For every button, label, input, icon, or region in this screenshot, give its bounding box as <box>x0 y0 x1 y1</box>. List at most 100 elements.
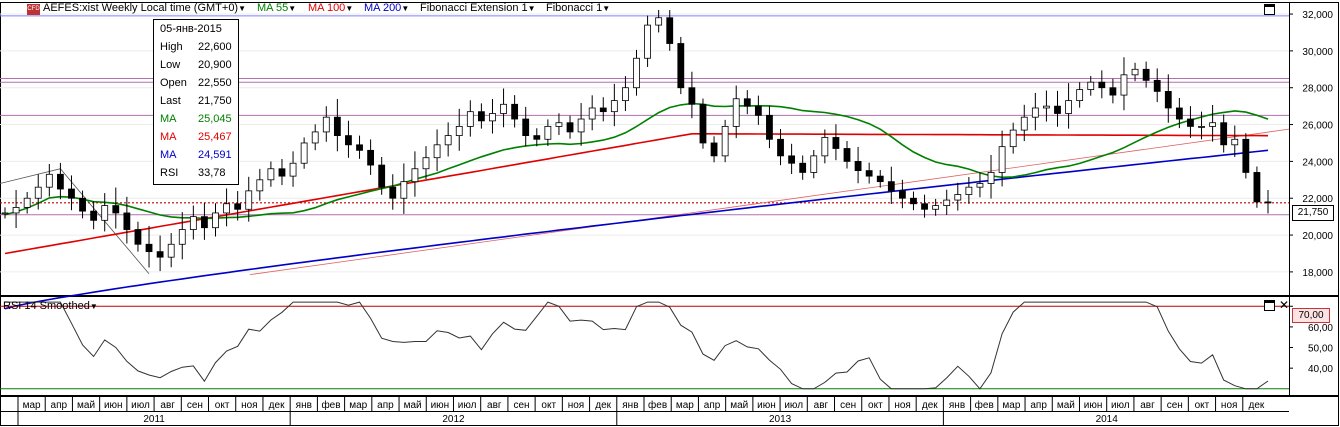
rsi-panel-title[interactable]: RSI 14 Smoothed▼ <box>3 300 98 312</box>
month-label: май <box>730 400 748 411</box>
info-row-high: High 22,600 <box>160 41 232 53</box>
candle-body <box>201 216 208 229</box>
maximize-rsi-panel-button[interactable] <box>1264 300 1275 311</box>
candle-body <box>333 116 341 137</box>
ma55-menu[interactable]: MA 55▼ <box>257 2 297 14</box>
candle-body <box>267 168 275 181</box>
candle-body <box>932 205 940 210</box>
candle-body <box>455 125 463 137</box>
price-tick-label: 24,000 <box>1302 157 1333 168</box>
candle-body <box>367 149 375 166</box>
candle-body <box>865 170 873 177</box>
candle-body <box>588 107 596 120</box>
month-label: сен <box>187 400 203 411</box>
candle-body <box>68 188 75 199</box>
month-label: июн <box>1084 400 1103 411</box>
candle-body <box>533 135 541 140</box>
month-label: окт <box>1195 400 1210 411</box>
month-label: дек <box>595 400 611 411</box>
month-label: ноя <box>1221 400 1238 411</box>
candle-body <box>311 131 319 144</box>
month-label: фев <box>648 399 667 411</box>
price-tick-label: 28,000 <box>1302 84 1333 95</box>
candle-body <box>466 111 474 127</box>
candle-body <box>1009 129 1017 148</box>
candle-body <box>1253 172 1261 203</box>
candle-body <box>1175 107 1183 120</box>
month-label: авг <box>487 400 502 411</box>
price-tick-label: 26,000 <box>1302 121 1333 132</box>
ma100-menu[interactable]: MA 100▼ <box>308 2 354 14</box>
candle-body <box>422 157 430 170</box>
candle-body <box>921 203 928 210</box>
candle-body <box>378 164 386 188</box>
candle-body <box>876 175 884 183</box>
candle-body <box>145 243 153 253</box>
candle-body <box>212 212 219 229</box>
candle-body <box>1065 100 1072 114</box>
maximize-price-panel-button[interactable] <box>1264 4 1275 15</box>
candle-body <box>1231 138 1239 146</box>
month-label: ноя <box>568 400 585 411</box>
fibonacci-menu[interactable]: Fibonacci 1▼ <box>546 2 611 14</box>
close-rsi-panel-icon[interactable]: ✕ <box>1279 298 1290 312</box>
candle-body <box>356 144 363 151</box>
candle-body <box>278 168 286 177</box>
last-price-tag: 21,750 <box>1292 205 1334 221</box>
candle-body <box>489 113 496 122</box>
candle-body <box>1220 122 1228 146</box>
candle-body <box>300 142 308 164</box>
month-label: июл <box>458 400 477 411</box>
month-label: апр <box>51 400 68 411</box>
candle-body <box>976 183 984 188</box>
candle-body <box>677 43 685 89</box>
candle-body <box>987 172 995 184</box>
month-label: сен <box>1167 400 1183 411</box>
candle-body <box>477 111 485 122</box>
month-label: июл <box>784 400 803 411</box>
candle-body <box>1 212 9 215</box>
year-label: 2013 <box>769 414 792 425</box>
rsi-tick-label: 40,00 <box>1308 364 1333 375</box>
month-label: дек <box>922 400 938 411</box>
candle-body <box>821 137 829 157</box>
candle-body <box>223 203 230 214</box>
month-label: мар <box>676 400 694 411</box>
candle-body <box>56 173 64 190</box>
price-tick-label: 20,000 <box>1302 231 1333 242</box>
month-label: авг <box>814 400 829 411</box>
candle-body <box>599 107 607 113</box>
candle-body <box>389 186 397 199</box>
month-label: мар <box>23 400 41 411</box>
candle-body <box>1209 122 1217 127</box>
month-label: фев <box>975 399 994 411</box>
fib-extension-menu[interactable]: Fibonacci Extension 1▼ <box>420 2 536 14</box>
candle-body <box>45 173 53 188</box>
candle-body <box>411 168 419 183</box>
instrument-menu[interactable]: AEFES:xist Weekly Local time (GMT+0)▼ <box>43 2 247 14</box>
candle-body <box>998 146 1006 173</box>
month-label: янв <box>949 400 965 411</box>
candle-body <box>444 135 452 146</box>
year-label: 2014 <box>1096 414 1119 425</box>
info-row-last: Last 21,750 <box>160 95 232 107</box>
candle-body <box>710 142 718 157</box>
candle-body <box>1076 89 1084 102</box>
candle-body <box>112 205 120 214</box>
month-label: сен <box>513 400 529 411</box>
candle-body <box>843 148 851 162</box>
candle-body <box>123 212 131 230</box>
candle-body <box>511 103 519 120</box>
candle-body <box>810 155 818 173</box>
month-label: июн <box>757 400 776 411</box>
price-tick-label: 22,000 <box>1302 194 1333 205</box>
candle-body <box>189 216 197 230</box>
month-label: июл <box>1111 400 1130 411</box>
ma200-menu[interactable]: MA 200▼ <box>364 2 410 14</box>
candle-body <box>544 125 552 140</box>
month-label: фев <box>321 399 340 411</box>
candle-body <box>610 100 618 113</box>
info-row-ma55: MA 25,045 <box>160 113 232 125</box>
